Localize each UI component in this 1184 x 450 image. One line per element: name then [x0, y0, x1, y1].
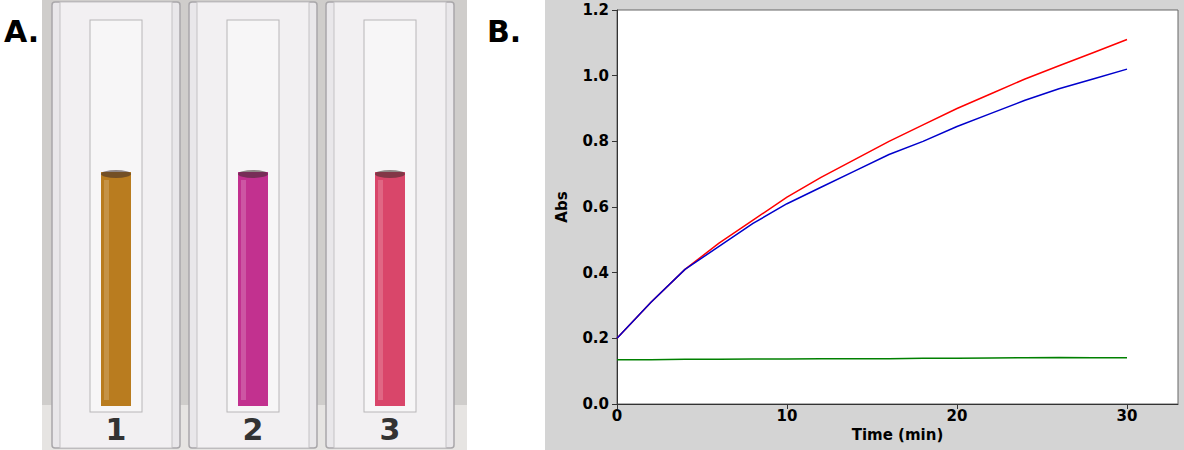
- svg-text:0: 0: [612, 407, 622, 425]
- svg-text:1: 1: [106, 412, 127, 447]
- svg-text:2: 2: [243, 412, 264, 447]
- svg-text:1.2: 1.2: [582, 1, 609, 19]
- svg-text:30: 30: [1117, 407, 1138, 425]
- svg-text:0.4: 0.4: [582, 264, 609, 282]
- svg-text:0.0: 0.0: [582, 395, 609, 413]
- svg-text:0.6: 0.6: [582, 198, 609, 216]
- svg-text:10: 10: [777, 407, 798, 425]
- svg-text:Abs: Abs: [553, 191, 571, 222]
- svg-text:1.0: 1.0: [582, 67, 609, 85]
- svg-text:0.8: 0.8: [582, 132, 609, 150]
- svg-text:20: 20: [947, 407, 968, 425]
- svg-text:A.: A.: [4, 14, 39, 49]
- svg-text:Time (min): Time (min): [852, 426, 944, 444]
- html-text:B.: B.: [487, 14, 522, 49]
- svg-text:0.2: 0.2: [582, 329, 609, 347]
- svg-text:3: 3: [380, 412, 401, 447]
